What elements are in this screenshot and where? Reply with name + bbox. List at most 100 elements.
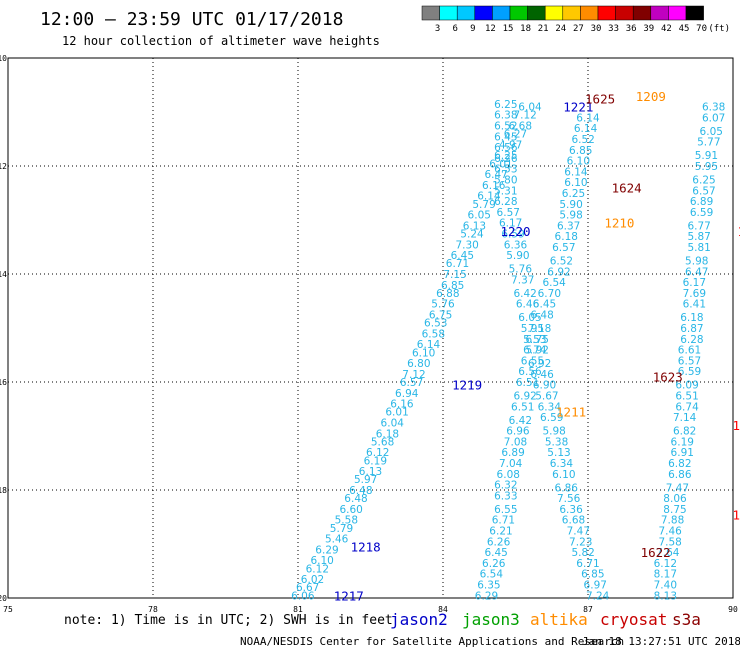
pass-label: 1218 (351, 540, 381, 555)
wave-height-label: 6.26 (482, 558, 506, 570)
wave-height-label: 7.23 (569, 536, 592, 548)
x-tick-label: 87 (583, 605, 593, 614)
wave-height-label: 7.08 (504, 436, 527, 448)
color-scale-swatch (685, 5, 704, 21)
color-scale-swatch (544, 5, 564, 21)
wave-height-label: 6.77 (687, 220, 710, 232)
wave-height-label: 6.26 (494, 153, 518, 165)
y-tick-label: 14 (0, 270, 7, 279)
wave-height-label: 5.81 (687, 242, 710, 254)
wave-height-label: 6.05 (700, 126, 723, 138)
wave-height-label: 6.36 (559, 504, 583, 516)
wave-height-label: 6.70 (538, 288, 561, 300)
wave-height-label: 6.47 (484, 169, 507, 181)
plot-frame (7, 57, 734, 599)
wave-height-label: 8.75 (663, 504, 686, 516)
wave-height-label: 6.19 (364, 455, 387, 467)
wave-height-label: 6.48 (349, 485, 372, 497)
color-scale-swatch (668, 5, 687, 21)
wave-height-label: 7.37 (511, 274, 534, 286)
wave-height-label: 6.47 (685, 266, 708, 278)
wave-height-label: 5.53 (523, 334, 546, 346)
pass-label: 1217 (334, 588, 364, 603)
legend-jason2: jason2 (390, 610, 448, 629)
color-scale-label: 36 (626, 24, 637, 34)
wave-height-label: 6.28 (680, 334, 703, 346)
wave-height-label: 5.79 (472, 199, 495, 211)
wave-height-label: 6.19 (671, 436, 694, 448)
wave-height-label: 6.82 (673, 426, 696, 438)
wave-height-label: 6.45 (484, 547, 507, 559)
wave-height-label: 6.25 (692, 175, 715, 187)
color-scale-label: 6 (452, 24, 457, 34)
wave-height-label: 8.17 (654, 569, 677, 581)
wave-height-label: 6.88 (436, 288, 459, 300)
wave-height-label: 6.92 (547, 266, 570, 278)
wave-height-label: 6.55 (494, 504, 517, 516)
wave-height-label: 6.07 (702, 112, 725, 124)
wave-height-label: 6.16 (390, 399, 414, 411)
wave-height-label: 7.47 (666, 482, 689, 494)
color-scale-label: 30 (591, 24, 602, 34)
y-tick-label: 10 (0, 54, 7, 63)
wave-height-label: 6.61 (678, 345, 701, 357)
wave-height-label: 6.58 (422, 328, 445, 340)
wave-height-label: 6.18 (376, 428, 399, 440)
wave-height-label: 6.89 (690, 196, 713, 208)
wave-height-label: 6.12 (366, 447, 389, 459)
wave-height-label: 6.33 (494, 490, 517, 502)
pass-label: 1622 (641, 545, 671, 560)
y-tick-label: 16 (0, 378, 7, 387)
wave-height-label: 5.98 (685, 256, 708, 268)
wave-height-label: 6.68 (562, 515, 585, 527)
color-scale-swatch (650, 5, 669, 21)
pass-label: 1512 (732, 418, 740, 433)
wave-height-label: 5.97 (354, 474, 377, 486)
footer-timestamp: Jan 18 13:27:51 UTC 2018 (582, 635, 740, 648)
wave-height-label: 6.32 (494, 480, 517, 492)
wave-height-label: 5.76 (431, 299, 455, 311)
wave-height-label: 5.98 (559, 210, 582, 222)
wave-height-label: 6.42 (509, 415, 532, 427)
color-scale-label: 33 (608, 24, 619, 34)
color-scale-swatch (597, 5, 616, 21)
color-scale-swatch (632, 5, 652, 21)
wave-height-label: 6.04 (381, 418, 405, 430)
x-tick-label: 75 (3, 605, 13, 614)
color-scale-swatch (580, 5, 599, 21)
legend-jason3: jason3 (462, 610, 520, 629)
pass-label: 15 (738, 224, 740, 239)
wave-height-label: 6.17 (683, 277, 706, 289)
wave-height-label: 6.92 (513, 391, 536, 403)
wave-height-label: 6.87 (680, 323, 703, 335)
wave-height-label: 6.14 (417, 339, 441, 351)
wave-height-label: 6.38 (702, 102, 725, 114)
wave-height-label: 6.57 (692, 185, 715, 197)
wave-height-label: 5.13 (547, 447, 570, 459)
color-scale-swatch (421, 5, 440, 21)
wave-height-label: 5.91 (695, 150, 718, 162)
wave-height-label: 6.05 (518, 312, 541, 324)
color-scale-label: (ft) (708, 24, 730, 34)
color-scale-label: 42 (661, 24, 672, 34)
wave-height-label: 6.10 (552, 469, 575, 481)
wave-height-label: 7.14 (673, 412, 697, 424)
pass-label: 1210 (604, 216, 634, 231)
wave-height-label: 7.40 (654, 580, 677, 592)
wave-height-label: 5.98 (542, 426, 565, 438)
wave-height-label: 7.58 (658, 536, 681, 548)
wave-height-label: 6.02 (301, 574, 324, 586)
x-tick-label: 78 (148, 605, 158, 614)
color-scale-label: 24 (555, 24, 566, 34)
wave-height-label: 6.10 (310, 555, 333, 567)
wave-height-label: 6.52 (550, 256, 573, 268)
wave-height-label: 6.09 (675, 380, 698, 392)
pass-label: 1625 (585, 92, 615, 107)
color-scale-swatch (509, 5, 528, 21)
wave-height-label: 6.52 (571, 134, 594, 146)
wave-height-label: 7.47 (567, 526, 590, 538)
satellite-legend: jason2 jason3 altika cryosat s3a (390, 610, 701, 629)
wave-height-label: 6.57 (400, 377, 423, 389)
wave-height-label: 6.92 (528, 358, 551, 370)
footer-credit: NOAA/NESDIS Center for Satellite Applica… (240, 635, 624, 648)
